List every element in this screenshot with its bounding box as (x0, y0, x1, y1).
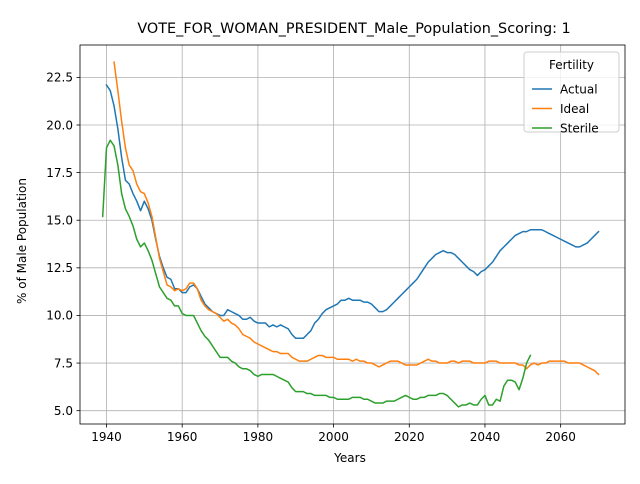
y-tick-label: 17.5 (46, 166, 73, 180)
legend-label-actual: Actual (560, 82, 598, 96)
plot-frame (79, 44, 626, 425)
y-axis-ticks: 5.0 7.5 10.0 12.5 15.0 17.5 20.0 22.5 (46, 71, 80, 418)
legend-label-sterile: Sterile (560, 121, 599, 135)
legend-title: Fertility (549, 58, 594, 72)
x-tick-label: 1960 (167, 430, 198, 444)
chart-title: VOTE_FOR_WOMAN_PRESIDENT_Male_Population… (137, 21, 570, 37)
x-tick-label: 2040 (470, 430, 501, 444)
y-tick-label: 5.0 (54, 404, 73, 418)
series-line-sterile (101, 139, 532, 408)
y-tick-label: 22.5 (46, 71, 73, 85)
y-tick-label: 12.5 (46, 261, 73, 275)
y-tick-label: 10.0 (46, 309, 73, 323)
series-line-actual (105, 83, 600, 340)
x-axis-ticks: 1940 1960 1980 2000 2020 2040 2060 (91, 424, 576, 444)
legend-box (523, 51, 620, 133)
x-tick-label: 2000 (318, 430, 349, 444)
x-tick-label: 1980 (243, 430, 274, 444)
legend: Fertility Actual Ideal Sterile (523, 51, 620, 135)
series-lines (101, 61, 600, 408)
legend-label-ideal: Ideal (560, 102, 589, 116)
x-tick-label: 2060 (545, 430, 576, 444)
y-tick-label: 20.0 (46, 118, 73, 132)
x-axis-label: Years (333, 451, 366, 465)
x-tick-label: 1940 (91, 430, 122, 444)
y-axis-label: % of Male Population (15, 178, 29, 304)
grid-lines (80, 45, 625, 424)
series-line-ideal (113, 61, 600, 376)
y-tick-label: 15.0 (46, 214, 73, 228)
x-tick-label: 2020 (394, 430, 425, 444)
y-tick-label: 7.5 (54, 356, 73, 370)
